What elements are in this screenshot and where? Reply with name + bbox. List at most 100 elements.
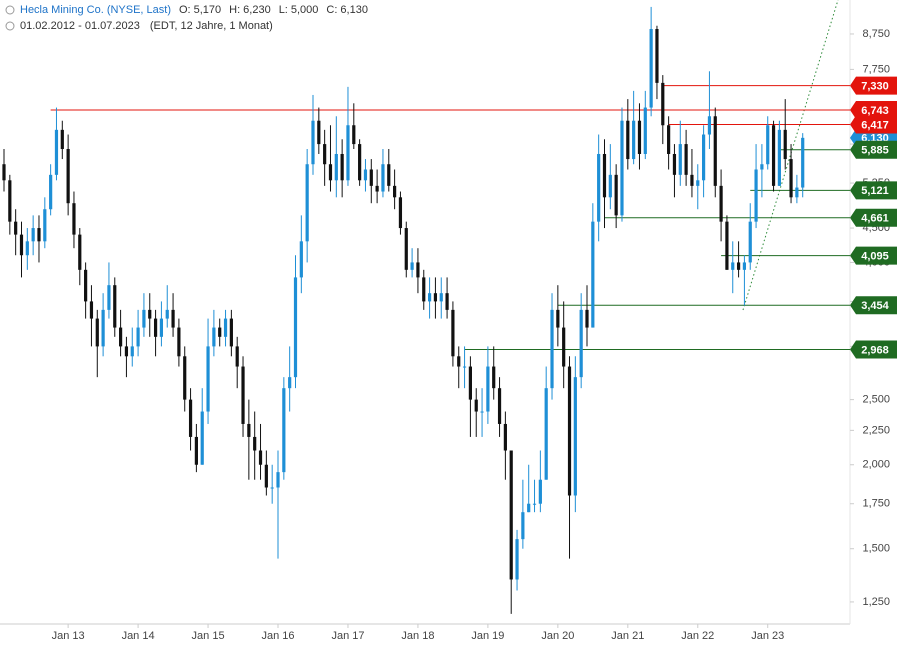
candle-body [713, 116, 717, 186]
candle-body [672, 153, 677, 175]
quote-value: 6,130 [340, 4, 368, 16]
candle-body [620, 120, 624, 216]
candle-body [422, 277, 426, 302]
price-tag-label: 3,454 [861, 300, 889, 312]
candle-body [2, 164, 6, 181]
candle-body [206, 346, 210, 412]
candle-body [398, 197, 403, 229]
candle-body [795, 187, 799, 198]
candle-body [690, 174, 694, 186]
chart-title: Hecla Mining Co. (NYSE, Last) [20, 4, 171, 16]
candle-body [113, 285, 117, 328]
candle-body [43, 209, 47, 242]
candle-body [427, 293, 432, 302]
candle-body [486, 366, 490, 412]
candle-body [363, 169, 368, 181]
candle-body [130, 346, 134, 357]
price-tag [850, 115, 897, 134]
candle-body [748, 221, 752, 263]
candle-body [89, 301, 94, 319]
candle-body [148, 309, 152, 319]
candle-body [328, 164, 333, 181]
candle-body [31, 228, 35, 242]
candle-body [468, 366, 472, 400]
candle-body [223, 318, 228, 337]
candle-body [667, 125, 671, 154]
candle-body [165, 309, 169, 319]
candle-body [66, 148, 70, 204]
quote-key: C: [326, 4, 337, 16]
candle-body [579, 309, 583, 378]
candle-body [771, 125, 776, 186]
candle-body [381, 164, 385, 192]
candle-body [159, 318, 164, 337]
candle-body [375, 185, 379, 192]
candle-body [60, 129, 64, 149]
candle-body [591, 221, 595, 328]
candle-body [649, 29, 653, 108]
candle-body [25, 241, 29, 256]
candle-body [637, 120, 642, 154]
candle-body [801, 137, 805, 188]
y-tick-label: 2,250 [862, 424, 890, 436]
x-tick-label: Jan 14 [122, 630, 155, 642]
candle-body [346, 125, 350, 181]
candle-body [608, 174, 612, 198]
candle-body [492, 366, 496, 389]
candle-body [515, 539, 519, 580]
price-tag [850, 296, 897, 315]
candle-body [783, 129, 787, 160]
quote-key: H: [229, 4, 240, 16]
candle-body [451, 309, 455, 357]
candle-body [702, 134, 706, 181]
candle-body [247, 423, 251, 437]
y-tick-label: 2,000 [862, 459, 890, 471]
candle-body [725, 221, 729, 270]
price-tag-label: 2,968 [861, 344, 889, 356]
candle-body [136, 327, 140, 347]
candle-body [119, 327, 123, 347]
candle-body [562, 327, 566, 367]
candle-body [754, 169, 758, 222]
candle-body [235, 346, 239, 367]
candle-body [567, 366, 572, 496]
candle-body [760, 164, 764, 170]
x-tick-label: Jan 17 [331, 630, 364, 642]
candle-body [270, 487, 274, 489]
candle-body [107, 285, 111, 310]
candle-body [54, 129, 59, 175]
candle-body [299, 241, 303, 278]
candle-body [124, 346, 129, 357]
y-tick-label: 2,500 [862, 394, 890, 406]
candle-body [661, 82, 665, 126]
candle-body [766, 125, 770, 165]
candle-body [538, 479, 542, 504]
candle-body [521, 512, 525, 540]
candle-body [194, 436, 198, 465]
price-tag [850, 340, 897, 359]
candle-body [78, 234, 82, 270]
candle-body [474, 399, 478, 412]
y-tick-label: 7,750 [862, 63, 890, 75]
candle-body [37, 228, 41, 242]
candle-body [416, 262, 420, 278]
candle-body [101, 309, 105, 347]
candle-body [736, 262, 741, 270]
price-tag-label: 4,095 [861, 250, 889, 262]
price-tag [850, 181, 897, 200]
price-tag-label: 4,661 [861, 213, 889, 225]
x-tick-label: Jan 13 [52, 630, 85, 642]
candle-body [264, 464, 268, 488]
candle-body [177, 327, 181, 357]
y-tick-label: 1,500 [862, 543, 890, 555]
candle-body [480, 411, 484, 413]
candle-body [369, 169, 373, 186]
y-tick-label: 1,250 [862, 596, 890, 608]
candle-body [352, 125, 356, 145]
price-tag-label: 5,121 [861, 185, 889, 197]
quote-key: O: [179, 4, 191, 16]
chart-subtitle: 01.02.2012 - 01.07.2023 [20, 20, 140, 32]
price-tag [850, 140, 897, 159]
candle-body [527, 503, 531, 513]
